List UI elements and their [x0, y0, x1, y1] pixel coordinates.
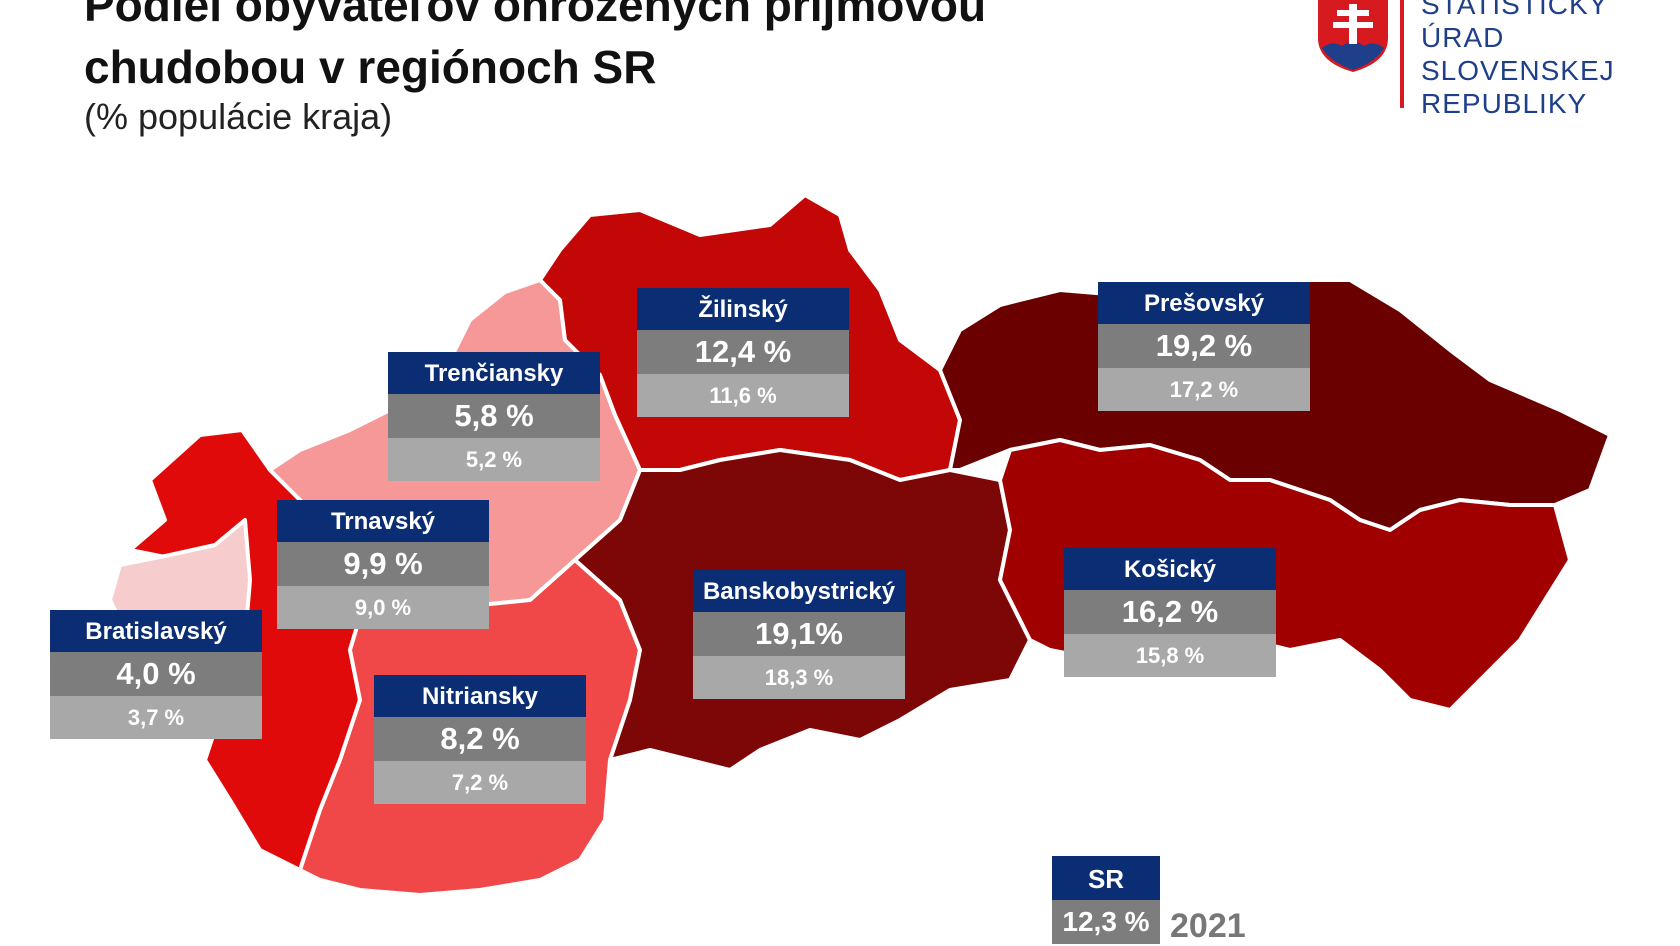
label-kosicky-name: Košický: [1064, 548, 1276, 590]
logo-line-1: ŠTATISTICKÝ: [1421, 0, 1609, 20]
label-trenciansky-name: Trenčiansky: [388, 352, 600, 394]
label-zilinsky-name: Žilinský: [637, 288, 849, 330]
coat-of-arms-icon: [1318, 0, 1388, 72]
label-trnavsky-value: 9,9 %: [277, 542, 489, 586]
label-kosicky-value: 16,2 %: [1064, 590, 1276, 634]
label-trenciansky: Trenčiansky 5,8 % 5,2 %: [388, 352, 600, 481]
label-trenciansky-prev: 5,2 %: [388, 438, 600, 481]
label-presovsky-value: 19,2 %: [1098, 324, 1310, 368]
label-banskobystricky-prev: 18,3 %: [693, 656, 905, 699]
label-banskobystricky-value: 19,1%: [693, 612, 905, 656]
label-nitriansky-name: Nitriansky: [374, 675, 586, 717]
label-trenciansky-value: 5,8 %: [388, 394, 600, 438]
label-banskobystricky: Banskobystrický 19,1% 18,3 %: [693, 570, 905, 699]
label-sr-name: SR: [1052, 856, 1160, 900]
label-trnavsky-name: Trnavský: [277, 500, 489, 542]
label-nitriansky-prev: 7,2 %: [374, 761, 586, 804]
label-nitriansky-value: 8,2 %: [374, 717, 586, 761]
label-trnavsky-prev: 9,0 %: [277, 586, 489, 629]
label-zilinsky-prev: 11,6 %: [637, 374, 849, 417]
label-sr-total: SR 12,3 %: [1052, 856, 1160, 944]
map-title: Podiel obyvateľov ohrozených príjmovou c…: [84, 0, 986, 98]
label-sr-value: 12,3 %: [1052, 900, 1160, 944]
map-subtitle: (% populácie kraja): [84, 96, 393, 137]
label-presovsky-name: Prešovský: [1098, 282, 1310, 324]
label-zilinsky: Žilinský 12,4 % 11,6 %: [637, 288, 849, 417]
label-kosicky: Košický 16,2 % 15,8 %: [1064, 548, 1276, 677]
label-presovsky-prev: 17,2 %: [1098, 368, 1310, 411]
label-kosicky-prev: 15,8 %: [1064, 634, 1276, 677]
label-bratislavsky-name: Bratislavský: [50, 610, 262, 652]
label-bratislavsky-prev: 3,7 %: [50, 696, 262, 739]
label-zilinsky-value: 12,4 %: [637, 330, 849, 374]
label-banskobystricky-name: Banskobystrický: [693, 570, 905, 612]
title-line-2: chudobou v regiónoch SR: [84, 41, 657, 93]
label-nitriansky: Nitriansky 8,2 % 7,2 %: [374, 675, 586, 804]
institution-logo-text: ŠTATISTICKÝ ÚRAD SLOVENSKEJ REPUBLIKY: [1421, 0, 1615, 120]
logo-line-3: SLOVENSKEJ: [1421, 55, 1615, 86]
label-bratislavsky-value: 4,0 %: [50, 652, 262, 696]
logo-line-2: ÚRAD: [1421, 22, 1505, 53]
year-label: 2021: [1170, 907, 1246, 945]
title-line-1: Podiel obyvateľov ohrozených príjmovou: [84, 0, 987, 31]
logo-divider: [1400, 0, 1404, 108]
label-presovsky: Prešovský 19,2 % 17,2 %: [1098, 282, 1310, 411]
label-trnavsky: Trnavský 9,9 % 9,0 %: [277, 500, 489, 629]
logo-line-4: REPUBLIKY: [1421, 88, 1588, 119]
label-bratislavsky: Bratislavský 4,0 % 3,7 %: [50, 610, 262, 739]
